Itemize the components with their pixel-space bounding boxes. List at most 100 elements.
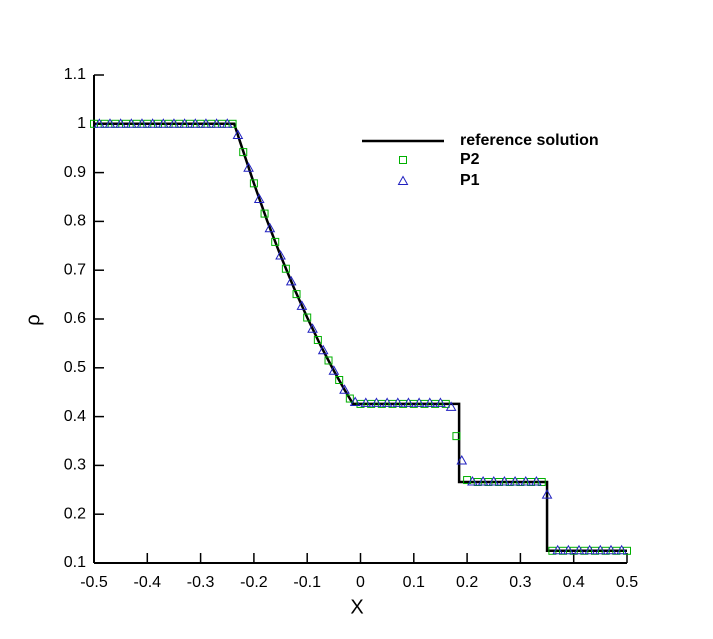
triangle-marker	[424, 397, 436, 407]
square-marker	[111, 119, 120, 128]
square-marker	[431, 399, 440, 408]
triangle-marker	[93, 118, 105, 128]
triangle-marker	[616, 544, 628, 555]
triangle-marker	[552, 544, 564, 555]
triangle-marker	[296, 300, 308, 310]
square-marker	[239, 148, 248, 157]
triangle-marker	[509, 475, 521, 486]
square-marker	[452, 432, 461, 441]
y-tick-label: 0.3	[64, 457, 86, 474]
square-marker	[281, 264, 290, 273]
y-tick-label: 0.8	[64, 213, 86, 230]
x-tick-label: -0.3	[187, 574, 215, 591]
triangle-marker	[360, 397, 372, 407]
square-marker	[292, 290, 301, 299]
square-marker	[271, 237, 280, 246]
y-tick-label: 0.5	[64, 359, 86, 376]
triangle-marker	[285, 275, 297, 286]
triangle-marker	[488, 475, 500, 486]
x-tick-label: 0	[356, 574, 365, 591]
x-tick-label: -0.4	[134, 574, 162, 591]
x-tick-label: 0.5	[616, 574, 638, 591]
reference-line	[94, 122, 627, 553]
triangle-marker	[435, 397, 446, 407]
square-marker	[345, 394, 354, 403]
triangle-marker	[349, 396, 361, 406]
triangle-marker	[456, 455, 468, 465]
triangle-marker	[563, 544, 574, 555]
square-marker	[335, 376, 344, 384]
square-marker	[175, 119, 184, 128]
triangle-marker	[243, 162, 254, 172]
square-marker	[303, 313, 312, 322]
triangle-marker	[125, 118, 137, 128]
triangle-marker	[264, 222, 276, 233]
triangle-marker	[499, 475, 510, 486]
square-marker	[100, 119, 109, 128]
x-tick-label: -0.1	[293, 574, 321, 591]
y-tick-label: 1.1	[64, 66, 86, 83]
square-marker	[185, 119, 194, 128]
triangle-marker	[221, 118, 233, 128]
triangle-marker	[477, 475, 489, 486]
square-marker	[260, 209, 269, 218]
triangle-marker	[147, 118, 158, 128]
triangle-marker	[413, 397, 425, 407]
y-tick-label: 0.2	[64, 505, 86, 522]
triangle-marker	[339, 384, 350, 394]
triangle-marker	[179, 118, 190, 128]
legend-label: P2	[460, 151, 480, 168]
triangle-marker	[371, 397, 382, 407]
x-tick-label: -0.2	[240, 574, 268, 591]
triangle-marker	[573, 544, 585, 555]
triangle-marker	[605, 544, 617, 555]
square-marker	[196, 119, 205, 128]
triangle-marker	[253, 193, 265, 203]
triangle-marker	[317, 344, 329, 355]
triangle-marker	[403, 397, 414, 407]
square-marker	[367, 399, 376, 408]
square-marker	[143, 119, 152, 128]
x-axis-label: X	[350, 596, 363, 618]
triangle-marker	[445, 401, 457, 411]
square-marker	[207, 119, 216, 128]
square-marker	[356, 399, 365, 408]
square-marker	[388, 399, 397, 408]
triangle-marker	[168, 118, 180, 128]
y-axis-label: ρ	[22, 314, 44, 325]
square-marker	[249, 179, 258, 188]
triangle-marker	[584, 544, 596, 555]
triangle-marker	[136, 118, 148, 128]
x-tick-label: 0.3	[509, 574, 531, 591]
square-marker	[409, 399, 418, 408]
legend-marker	[397, 175, 409, 185]
x-tick-label: -0.5	[80, 574, 108, 591]
triangle-marker	[328, 365, 340, 375]
x-tick-label: 0.1	[403, 574, 425, 591]
legend-label: P1	[460, 172, 480, 189]
triangle-marker	[392, 397, 404, 407]
triangle-marker	[104, 118, 116, 128]
square-marker	[217, 119, 226, 128]
triangle-marker	[594, 544, 606, 555]
y-tick-label: 1	[77, 115, 86, 132]
square-marker	[420, 399, 429, 408]
triangle-marker	[531, 475, 542, 486]
x-tick-label: 0.4	[563, 574, 585, 591]
triangle-marker	[115, 118, 127, 128]
y-tick-label: 0.9	[64, 164, 86, 181]
triangle-marker	[381, 397, 393, 407]
square-marker	[132, 119, 141, 128]
x-tick-label: 0.2	[456, 574, 478, 591]
legend-marker	[399, 156, 407, 164]
square-marker	[164, 119, 173, 128]
triangle-marker	[211, 118, 222, 128]
square-marker	[324, 356, 333, 365]
square-marker	[153, 119, 162, 128]
triangle-marker	[467, 475, 478, 486]
square-marker	[121, 119, 130, 128]
triangle-marker	[520, 475, 532, 486]
square-marker	[399, 399, 408, 408]
triangle-marker	[307, 323, 318, 333]
